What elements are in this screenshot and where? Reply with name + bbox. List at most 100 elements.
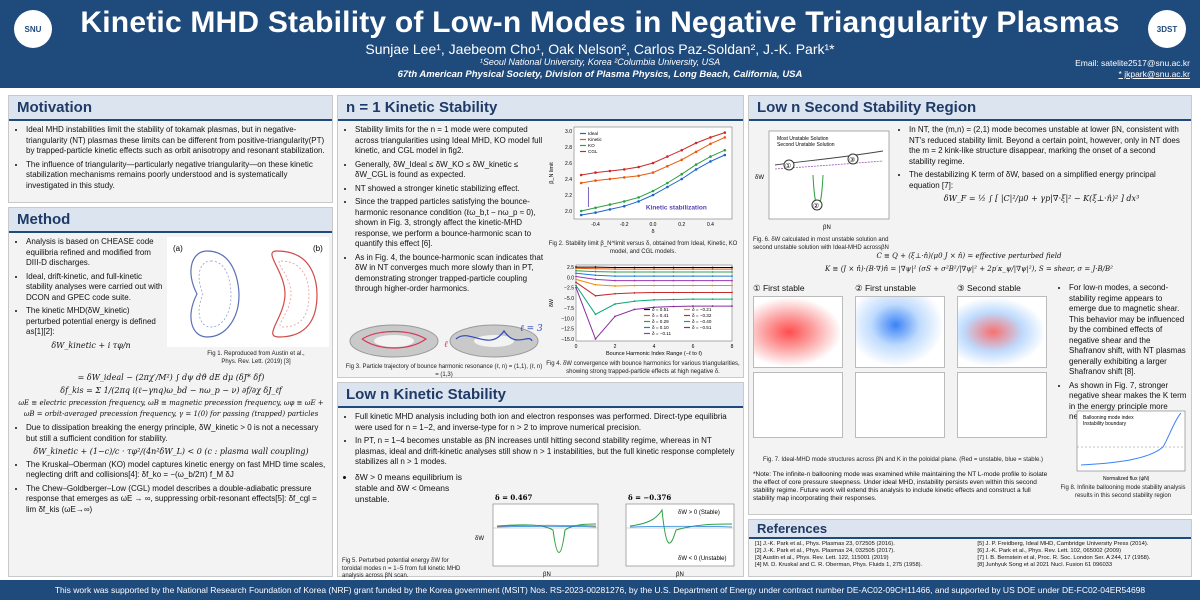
email-primary[interactable]: Email: satelite2517@snu.ac.kr	[1075, 58, 1190, 68]
data-point	[614, 303, 616, 305]
data-point	[614, 268, 616, 271]
legend-label: KO	[588, 143, 595, 148]
data-point	[575, 269, 577, 272]
data-point	[672, 275, 675, 277]
data-point	[653, 284, 655, 287]
stability-condition-eq: δW_kinetic + (1−c)/c · τφ²/(4n²δW_L) < 0…	[33, 447, 309, 456]
affiliations: ¹Seoul National University, Korea ²Colum…	[479, 57, 721, 67]
mode-title-1: ① First stable	[753, 283, 805, 293]
low-n-bullet-3: δW > 0 means equilibrium is stable and δ…	[355, 472, 470, 505]
fig7-mode-structures: ① First stable ② First unstable ③ Second…	[753, 283, 1053, 453]
y-tick-label: 3.0	[565, 129, 572, 135]
x-tick-label: 0	[575, 344, 578, 350]
fig6-deltaw-chart: ① ② ③ Most Unstable Solution Second Unst…	[755, 130, 890, 231]
data-point	[653, 306, 655, 309]
data-point	[672, 271, 675, 273]
pt-boundary-shape	[190, 250, 240, 338]
data-point	[694, 168, 698, 171]
poster-header: SNU 3DST Kinetic MHD Stability of Low-n …	[0, 0, 1200, 88]
x-axis-label: Bounce Harmonic Index Range (−ℓ to ℓ)	[606, 351, 702, 357]
references-panel: References [1] J.-K. Park et al., Phys. …	[748, 519, 1192, 577]
university-seal-logo: SNU	[14, 10, 52, 48]
method-bullet-1: Analysis is based on CHEASE code equilib…	[26, 237, 166, 269]
data-point	[711, 271, 714, 273]
email-corresponding[interactable]: * jkpark@snu.ac.kr	[1118, 69, 1190, 79]
data-point	[575, 281, 577, 284]
reference-8: [8] Junhyuk Song et al 2021 Nucl. Fusion…	[977, 562, 1113, 568]
data-point	[575, 267, 577, 270]
data-point	[594, 211, 597, 214]
n1-bullet-1: Stability limits for the n = 1 mode were…	[355, 125, 545, 157]
legend-label: δ = 0.51	[652, 307, 669, 312]
data-point	[575, 272, 577, 275]
data-point	[575, 266, 577, 268]
data-point	[579, 181, 583, 185]
low-n-stability-panel: Low n Kinetic Stability Full kinetic MHD…	[337, 382, 744, 579]
data-point	[709, 160, 712, 163]
data-point	[711, 279, 714, 282]
data-point	[731, 284, 733, 287]
data-point	[594, 278, 597, 281]
mode-harmonics-plot-1	[753, 371, 843, 438]
ballooning-note: *Note: The infinite-n ballooning mode wa…	[753, 471, 1048, 502]
y-tick-label: 2.8	[565, 145, 572, 151]
x-tick-label: -0.2	[620, 222, 629, 228]
fig5-stable-label: δW > 0 (Stable)	[678, 510, 720, 516]
data-point	[711, 266, 714, 269]
legend-label: δ = 0.10	[652, 325, 669, 330]
data-point	[731, 291, 733, 294]
data-point	[672, 266, 675, 269]
y-axis-label: δW	[549, 298, 555, 307]
frequency-definitions: ωE ≡ electric precession frequency, ωB ≡…	[18, 399, 324, 418]
legend-label: δ = 0.29	[652, 319, 669, 324]
second-bullet-1: In NT, the (m,n) = (2,1) mode becomes un…	[909, 125, 1184, 167]
y-tick-label: 2.6	[565, 161, 572, 167]
data-point	[651, 193, 655, 197]
legend-label: CGL	[588, 149, 598, 154]
legend-label: δ = −0.40	[692, 319, 712, 324]
effective-field-eq: C ≡ Q + (ξ⊥·n̂)(μ0 J × n̂) = effective p…	[876, 252, 1062, 260]
fig5b-xlabel: βN	[676, 572, 684, 578]
data-point	[608, 208, 612, 211]
data-point	[666, 164, 669, 168]
data-point	[594, 270, 597, 273]
data-point	[637, 174, 640, 178]
data-point	[672, 279, 675, 282]
fig6-caption: Fig. 6. δW calculated in most unstable s…	[753, 237, 889, 251]
fig5a-title: δ = 0.467	[495, 493, 532, 502]
fig3-label-l3: ℓ = 3	[520, 324, 543, 334]
data-point	[594, 313, 597, 316]
method-bullet-4: Due to dissipation breaking the energy p…	[26, 423, 326, 444]
data-point	[622, 200, 626, 203]
y-tick-label: −15.0	[561, 337, 574, 343]
conference-name: 67th American Physical Society, Division…	[397, 69, 803, 80]
n1-bullet-2: Generally, δW_Ideal ≤ δW_KO ≤ δW_kinetic…	[355, 160, 545, 181]
lab-logo: 3DST	[1148, 10, 1186, 48]
x-tick-label: 0.4	[707, 222, 714, 228]
data-point	[711, 291, 714, 294]
x-tick-label: -0.4	[591, 222, 600, 228]
data-point	[608, 169, 612, 173]
kinetic-energy-eq: δW_kinetic + i τφ/n	[51, 340, 131, 350]
data-point	[692, 268, 694, 271]
data-point	[680, 172, 684, 176]
data-point	[594, 274, 597, 277]
fig5b-title: δ = −0.376	[628, 493, 671, 502]
reference-6: [6] J.-K. Park et al., Phys. Rev. Lett. …	[977, 548, 1122, 554]
data-point	[579, 213, 583, 217]
data-point	[694, 141, 698, 145]
method-heading: Method	[9, 208, 332, 233]
x-tick-label: 2	[614, 344, 617, 350]
data-point	[594, 179, 597, 182]
n1-bullet-5: As in Fig. 4, the bounce-harmonic scan i…	[355, 253, 545, 295]
data-point	[731, 268, 733, 271]
data-point	[579, 173, 583, 177]
data-point	[614, 292, 616, 295]
x-tick-label: 6	[692, 344, 695, 350]
data-point	[692, 266, 694, 269]
legend-label: Kinetic	[588, 137, 602, 142]
data-point	[731, 279, 733, 282]
motivation-bullet-2: The influence of triangularity—particula…	[26, 160, 325, 192]
y-tick-label: 2.5	[567, 265, 574, 271]
data-point	[692, 275, 694, 277]
